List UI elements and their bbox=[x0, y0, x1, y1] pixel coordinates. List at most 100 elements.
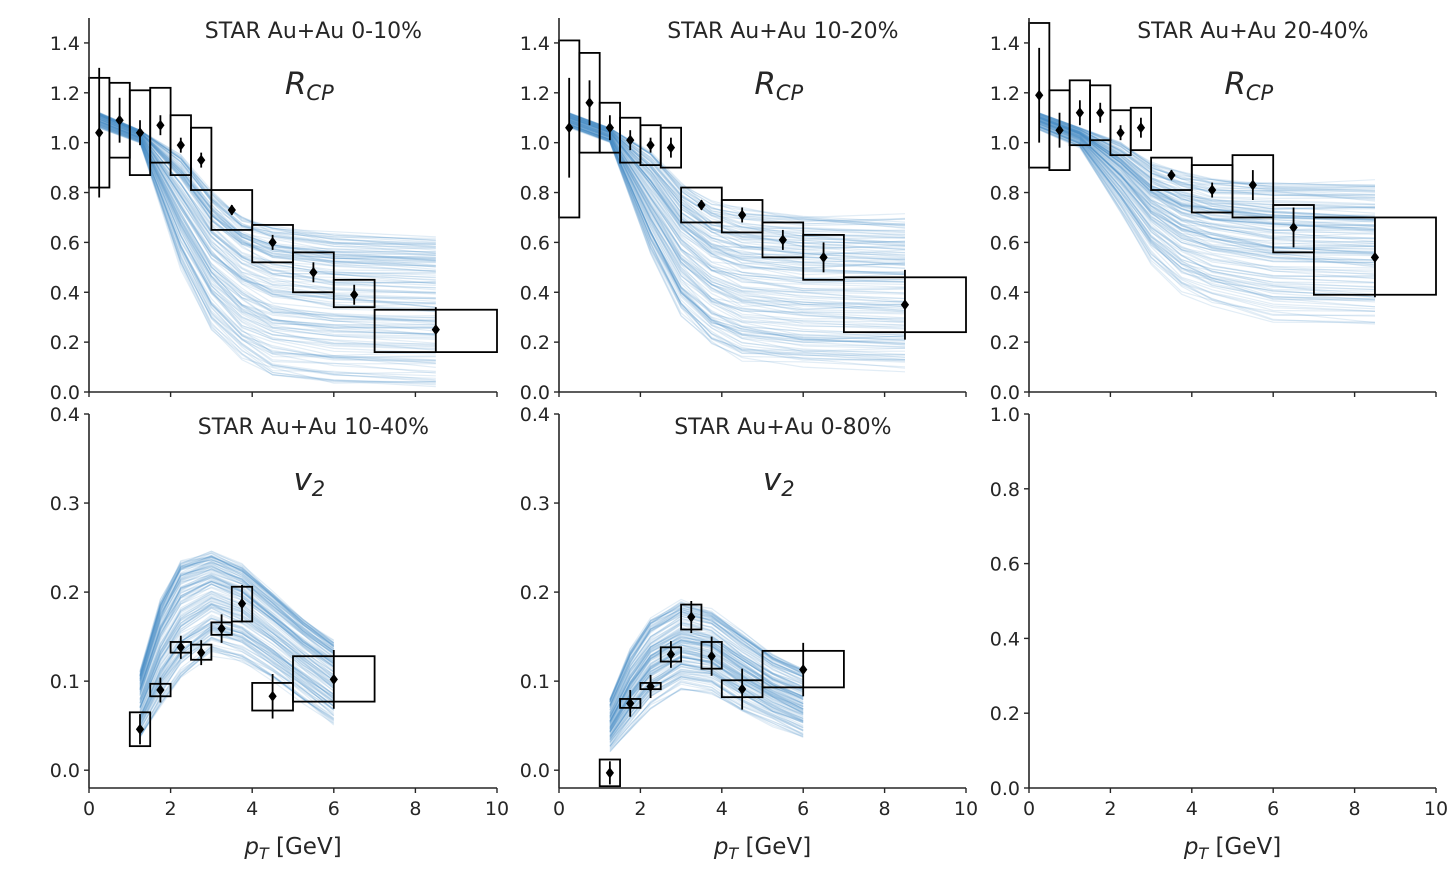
model-curve bbox=[568, 125, 906, 357]
model-curve bbox=[568, 115, 906, 256]
model-curve bbox=[98, 124, 436, 364]
model-curve bbox=[139, 554, 335, 676]
model-curve bbox=[609, 676, 804, 745]
model-curve bbox=[568, 126, 906, 360]
model-curve bbox=[98, 120, 436, 318]
y-tick-label: 0.8 bbox=[520, 183, 550, 205]
model-curve bbox=[139, 606, 335, 709]
model-curve bbox=[1038, 120, 1376, 255]
model-curve bbox=[1038, 115, 1376, 210]
model-curve bbox=[139, 621, 335, 717]
model-curve bbox=[1038, 129, 1376, 323]
marker-diamond bbox=[1055, 124, 1064, 136]
model-curve bbox=[139, 631, 335, 726]
observable-label: v2 bbox=[763, 462, 795, 501]
model-curve bbox=[98, 114, 436, 265]
model-curve bbox=[139, 610, 335, 712]
model-curve bbox=[609, 660, 804, 734]
model-curve bbox=[98, 125, 436, 372]
model-curve bbox=[99, 127, 436, 383]
model-curve bbox=[98, 117, 436, 294]
model-curve bbox=[609, 680, 804, 748]
panel-title: STAR Au+Au 20-40% bbox=[1137, 19, 1368, 44]
model-curve bbox=[1038, 117, 1376, 227]
model-curve bbox=[139, 646, 335, 735]
model-curve bbox=[568, 117, 906, 275]
model-curve bbox=[568, 123, 906, 339]
x-tick-label: 8 bbox=[879, 798, 891, 820]
marker-diamond bbox=[1096, 107, 1105, 119]
marker-diamond bbox=[197, 647, 206, 659]
model-curve bbox=[609, 661, 804, 735]
marker-diamond bbox=[350, 289, 359, 301]
model-curve bbox=[1038, 116, 1376, 218]
model-curve bbox=[568, 112, 906, 222]
model-curve bbox=[568, 115, 906, 255]
model-curve bbox=[139, 626, 335, 721]
y-tick-label: 0.2 bbox=[520, 332, 550, 354]
model-curve bbox=[98, 115, 436, 272]
data-point bbox=[292, 649, 376, 709]
y-tick-label: 1.2 bbox=[520, 83, 550, 105]
model-curve bbox=[1038, 112, 1376, 188]
y-tick-label: 0.8 bbox=[50, 183, 80, 205]
y-tick-label: 1.0 bbox=[990, 133, 1020, 155]
model-curve bbox=[569, 117, 906, 267]
model-curve bbox=[139, 581, 335, 691]
y-tick-label: 0.4 bbox=[50, 282, 80, 304]
model-curve bbox=[98, 113, 436, 249]
model-curve bbox=[139, 597, 335, 701]
model-curve bbox=[568, 113, 906, 237]
model-curve bbox=[1038, 123, 1376, 276]
model-curve bbox=[139, 574, 335, 690]
model-curve bbox=[609, 642, 804, 723]
model-curve bbox=[568, 126, 906, 361]
data-point bbox=[720, 199, 764, 234]
model-curve bbox=[568, 117, 906, 274]
model-curve bbox=[1038, 114, 1376, 209]
model-curve bbox=[98, 122, 436, 347]
x-tick-label: 4 bbox=[716, 798, 728, 820]
model-curve bbox=[139, 565, 335, 680]
model-curve bbox=[1038, 119, 1376, 239]
model-curve bbox=[568, 112, 906, 227]
x-tick-label: 6 bbox=[1267, 798, 1279, 820]
y-tick-label: 1.2 bbox=[50, 83, 80, 105]
model-curve bbox=[609, 634, 804, 723]
model-curve bbox=[98, 119, 436, 308]
model-curve bbox=[609, 633, 804, 718]
model-curve bbox=[1038, 114, 1376, 201]
x-tick-label: 10 bbox=[1424, 798, 1448, 820]
y-tick-label: 1.4 bbox=[990, 33, 1020, 55]
model-curve bbox=[139, 596, 335, 701]
marker-diamond bbox=[156, 119, 165, 131]
model-curve bbox=[1038, 115, 1376, 209]
model-curve bbox=[609, 656, 804, 732]
model-curve bbox=[569, 117, 906, 265]
model-curve bbox=[1038, 113, 1376, 193]
model-curve bbox=[568, 116, 906, 262]
model-curve bbox=[98, 116, 436, 284]
systematic-box bbox=[292, 251, 335, 294]
x-tick-label: 10 bbox=[485, 798, 509, 820]
model-curve bbox=[609, 668, 804, 741]
model-curve bbox=[1038, 114, 1376, 200]
model-curve bbox=[1038, 117, 1376, 231]
model-curve bbox=[98, 121, 436, 329]
model-curve bbox=[568, 124, 906, 341]
model-curve bbox=[609, 647, 804, 727]
model-curve bbox=[139, 617, 335, 719]
model-curve bbox=[609, 674, 804, 744]
model-curve bbox=[139, 558, 335, 677]
marker-diamond bbox=[156, 684, 165, 696]
model-curve bbox=[568, 120, 906, 307]
systematic-box bbox=[720, 199, 764, 234]
model-curve bbox=[139, 557, 335, 677]
model-curve bbox=[98, 125, 436, 365]
model-curve bbox=[98, 114, 436, 260]
model-curve bbox=[98, 114, 436, 260]
model-curve bbox=[139, 573, 335, 686]
model-curve bbox=[98, 123, 436, 340]
model-curve bbox=[609, 675, 804, 746]
model-curve bbox=[609, 632, 804, 718]
